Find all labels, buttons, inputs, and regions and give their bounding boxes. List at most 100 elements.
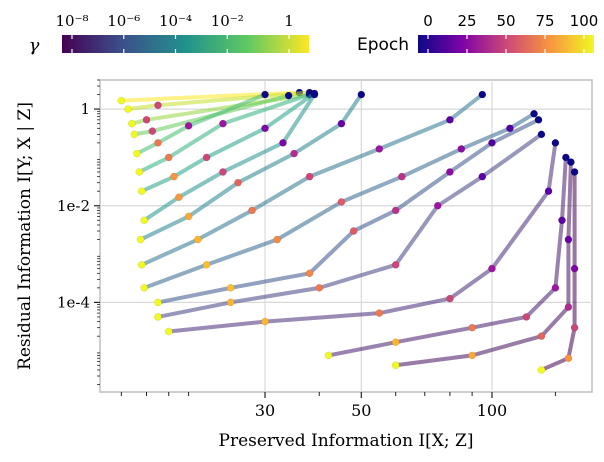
data-point bbox=[530, 109, 538, 118]
colorbar-epoch-gradient bbox=[418, 35, 594, 53]
data-point bbox=[273, 235, 282, 244]
data-point bbox=[219, 119, 227, 128]
data-point bbox=[478, 172, 487, 181]
colorbar-epoch-tick-label: 50 bbox=[496, 12, 515, 30]
data-point bbox=[310, 90, 319, 99]
grid bbox=[100, 80, 592, 392]
series-gamma bbox=[133, 90, 269, 158]
data-point bbox=[357, 90, 366, 99]
data-point bbox=[117, 96, 126, 105]
data-point bbox=[154, 298, 162, 307]
data-point bbox=[488, 139, 496, 147]
data-point bbox=[305, 269, 314, 278]
series-gamma bbox=[137, 90, 487, 269]
series-gamma bbox=[154, 130, 546, 321]
data-point bbox=[184, 212, 193, 221]
data-point bbox=[337, 119, 346, 128]
colorbar-gamma-label: γ bbox=[29, 35, 40, 56]
data-point bbox=[564, 303, 573, 311]
data-point bbox=[137, 187, 146, 196]
y-tick-label: 1 bbox=[80, 100, 90, 118]
y-axis-label: Residual Information I[Y; X | Z] bbox=[15, 102, 35, 370]
data-point bbox=[164, 327, 173, 336]
data-point bbox=[202, 153, 211, 162]
data-point bbox=[534, 115, 543, 124]
data-point bbox=[446, 168, 454, 176]
data-point bbox=[154, 139, 162, 147]
data-point bbox=[137, 260, 146, 269]
data-point bbox=[261, 317, 269, 326]
data-point bbox=[446, 294, 454, 303]
data-point bbox=[562, 153, 570, 162]
series-gamma bbox=[140, 90, 319, 225]
data-point bbox=[478, 90, 487, 99]
series-gamma bbox=[164, 139, 560, 336]
data-point bbox=[130, 130, 139, 139]
colorbar-epoch-label: Epoch bbox=[357, 35, 409, 55]
data-point bbox=[234, 178, 242, 187]
data-point bbox=[570, 168, 579, 176]
data-point bbox=[391, 361, 400, 370]
data-point bbox=[457, 145, 466, 153]
data-point bbox=[226, 284, 235, 292]
data-point bbox=[284, 91, 293, 100]
y-tick-label: 1e-4 bbox=[57, 293, 90, 311]
y-tick-label: 1e-2 bbox=[57, 197, 90, 215]
data-point bbox=[135, 168, 144, 176]
data-point bbox=[290, 149, 298, 158]
data-point bbox=[261, 90, 269, 99]
series-gamma bbox=[537, 168, 579, 374]
data-point bbox=[375, 309, 384, 317]
series-gamma bbox=[154, 115, 543, 307]
data-point bbox=[324, 351, 333, 360]
data-point bbox=[391, 260, 400, 269]
colorbar-gamma-tick-label: 1 bbox=[284, 12, 294, 30]
colorbar-epoch-tick-label: 0 bbox=[423, 12, 433, 30]
data-point bbox=[537, 366, 546, 374]
data-point bbox=[154, 313, 162, 321]
x-tick-label: 50 bbox=[351, 401, 371, 420]
x-axis-label: Preserved Information I[X; Z] bbox=[219, 431, 474, 451]
series-gamma bbox=[324, 153, 570, 360]
data-point bbox=[567, 158, 575, 166]
data-point bbox=[433, 201, 442, 210]
colorbar-gamma-tick-label: 10⁻⁶ bbox=[107, 12, 140, 30]
colorbar-gamma-gradient bbox=[62, 35, 309, 53]
data-point bbox=[468, 351, 476, 360]
data-point bbox=[446, 115, 454, 124]
data-point bbox=[248, 206, 256, 215]
data-point bbox=[570, 323, 579, 332]
data-point bbox=[391, 338, 400, 347]
data-point bbox=[140, 216, 149, 225]
data-point bbox=[337, 198, 346, 206]
series-line bbox=[134, 92, 268, 156]
x-tick-label: 30 bbox=[255, 401, 275, 420]
data-point bbox=[133, 149, 141, 158]
colorbar-gamma-tick-label: 10⁻² bbox=[211, 12, 244, 30]
data-point bbox=[537, 332, 546, 341]
data-point bbox=[537, 130, 546, 139]
data-point bbox=[522, 313, 531, 321]
data-point bbox=[551, 284, 560, 292]
data-point bbox=[279, 139, 287, 147]
data-point bbox=[226, 298, 235, 307]
colorbar-epoch-tick-label: 100 bbox=[570, 12, 599, 30]
colorbar-epoch-tick-label: 25 bbox=[457, 12, 476, 30]
series-line bbox=[155, 117, 541, 305]
data-point bbox=[202, 260, 211, 269]
data-point bbox=[398, 172, 406, 181]
data-point bbox=[148, 127, 157, 135]
colorbar-gamma-tick-label: 10⁻⁴ bbox=[159, 12, 192, 30]
series-gamma bbox=[130, 91, 293, 139]
data-point bbox=[219, 168, 227, 176]
data-point bbox=[315, 284, 324, 292]
data-point bbox=[140, 284, 149, 292]
data-point bbox=[488, 264, 496, 273]
data-point bbox=[184, 122, 193, 130]
series-line bbox=[393, 160, 573, 368]
series-line bbox=[137, 92, 312, 174]
data-point bbox=[558, 216, 566, 225]
data-point bbox=[570, 264, 579, 273]
data-point bbox=[305, 172, 314, 181]
